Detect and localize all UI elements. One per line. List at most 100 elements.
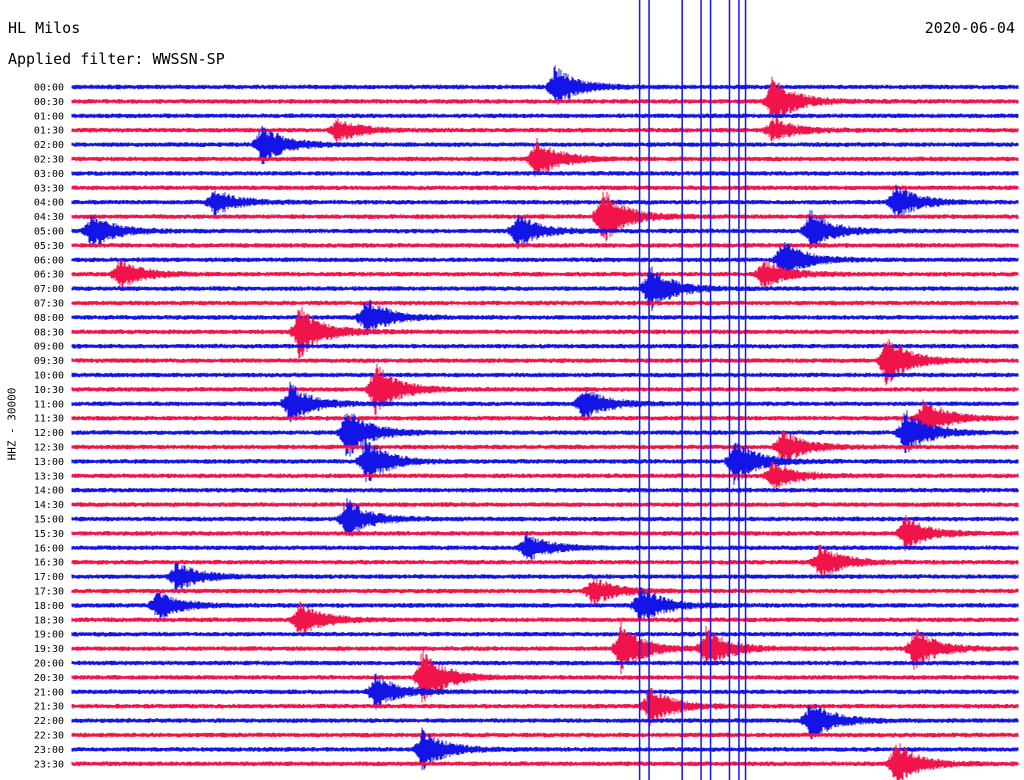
time-tick-label: 19:30: [34, 644, 64, 655]
time-tick-label: 19:00: [34, 630, 64, 641]
trace-row-2230: [71, 732, 1019, 738]
time-tick-label: 15:30: [34, 529, 64, 540]
trace-row-0700: [71, 266, 1019, 311]
time-tick-label: 20:00: [34, 659, 64, 670]
time-tick-label: 16:30: [34, 558, 64, 569]
trace-row-1000: [71, 372, 1019, 378]
time-tick-label: 04:00: [34, 198, 64, 209]
time-tick-label: 17:00: [34, 572, 64, 583]
trace-row-2030: [71, 650, 1019, 703]
trace-row-2300: [71, 727, 1019, 770]
time-tick-label: 23:00: [34, 745, 64, 756]
time-tick-label: 09:00: [34, 342, 64, 353]
time-tick-label: 09:30: [34, 356, 64, 367]
trace-row-2330: [71, 743, 1019, 780]
trace-row-1500: [71, 498, 1019, 537]
time-tick-label: 02:30: [34, 155, 64, 166]
time-tick-label: 07:00: [34, 284, 64, 295]
trace-row-1900: [71, 631, 1019, 637]
trace-row-1130: [71, 399, 1019, 439]
spike-lines: [638, 0, 747, 780]
trace-row-0630: [71, 258, 1019, 289]
trace-row-1230: [71, 430, 1019, 464]
time-tick-label: 14:30: [34, 500, 64, 511]
time-tick-label: 07:30: [34, 299, 64, 310]
trace-row-1800: [71, 587, 1019, 621]
trace-row-0130: [71, 116, 1019, 145]
trace-row-2130: [71, 684, 1019, 727]
trace-row-0300: [71, 171, 1019, 176]
trace-row-1200: [71, 410, 1019, 457]
trace-row-0530: [71, 243, 1019, 248]
trace-row-1630: [71, 544, 1019, 578]
time-tick-label: 13:30: [34, 471, 64, 482]
trace-row-1400: [71, 487, 1019, 493]
time-tick-label: 12:00: [34, 428, 64, 439]
time-tick-label: 00:00: [34, 83, 64, 94]
time-tick-label: 18:00: [34, 601, 64, 612]
time-tick-label: 04:30: [34, 212, 64, 223]
time-tick-label: 20:30: [34, 673, 64, 684]
trace-row-2100: [71, 673, 1019, 710]
time-tick-label: 23:30: [34, 759, 64, 770]
trace-row-1430: [71, 502, 1019, 507]
trace-row-1530: [71, 515, 1019, 552]
time-tick-label: 15:00: [34, 515, 64, 526]
time-tick-label: 22:00: [34, 716, 64, 727]
trace-row-0730: [71, 300, 1019, 306]
time-tick-label: 11:00: [34, 399, 64, 410]
trace-row-1700: [71, 562, 1019, 592]
trace-row-0100: [71, 113, 1019, 119]
trace-row-0330: [71, 185, 1019, 191]
trace-row-1600: [71, 531, 1019, 561]
time-tick-label: 05:00: [34, 227, 64, 238]
time-tick-label: 11:30: [34, 414, 64, 425]
trace-row-0430: [71, 191, 1019, 242]
trace-row-2200: [71, 703, 1019, 740]
time-tick-label: 06:00: [34, 255, 64, 266]
applied-filter-label: Applied filter: WWSSN-SP: [8, 50, 225, 68]
time-tick-label: 14:00: [34, 486, 64, 497]
station-name: HL Milos: [8, 19, 81, 37]
time-tick-label: 13:00: [34, 457, 64, 468]
time-tick-label: 01:30: [34, 126, 64, 137]
time-tick-label: 12:30: [34, 443, 64, 454]
trace-row-0830: [71, 307, 1019, 360]
trace-row-1300: [71, 437, 1019, 485]
trace-row-0900: [71, 343, 1019, 349]
time-tick-label: 01:00: [34, 111, 64, 122]
trace-row-1930: [71, 621, 1019, 675]
trace-row-0800: [71, 299, 1019, 336]
time-tick-label: 10:00: [34, 371, 64, 382]
time-tick-label: 06:30: [34, 270, 64, 281]
time-tick-label: 08:30: [34, 327, 64, 338]
trace-row-1830: [71, 601, 1019, 635]
time-tick-label: 05:30: [34, 241, 64, 252]
trace-row-2000: [71, 660, 1019, 666]
time-tick-label: 17:30: [34, 587, 64, 598]
time-tick-labels: 00:00 00:30 01:00 01:30 02:00 02:30 03:00 03:30…: [34, 83, 64, 771]
trace-row-0500: [71, 210, 1019, 250]
time-tick-label: 18:30: [34, 615, 64, 626]
trace-row-1030: [71, 363, 1019, 415]
time-tick-label: 03:30: [34, 183, 64, 194]
time-tick-label: 22:30: [34, 731, 64, 742]
trace-row-1730: [71, 577, 1019, 607]
record-date: 2020-06-04: [924, 19, 1015, 37]
time-tick-label: 21:30: [34, 702, 64, 713]
trace-row-0000: [71, 65, 1019, 105]
seismic-traces: [71, 65, 1019, 780]
time-tick-label: 21:00: [34, 687, 64, 698]
trace-row-1100: [71, 381, 1019, 423]
time-tick-label: 16:00: [34, 543, 64, 554]
trace-row-0600: [71, 242, 1019, 282]
trace-row-1330: [71, 461, 1019, 490]
trace-row-0930: [71, 339, 1019, 386]
time-tick-label: 10:30: [34, 385, 64, 396]
time-tick-label: 08:00: [34, 313, 64, 324]
trace-row-0030: [71, 76, 1019, 124]
time-tick-label: 03:00: [34, 169, 64, 180]
trace-row-0230: [71, 138, 1019, 177]
time-tick-label: 02:00: [34, 140, 64, 151]
